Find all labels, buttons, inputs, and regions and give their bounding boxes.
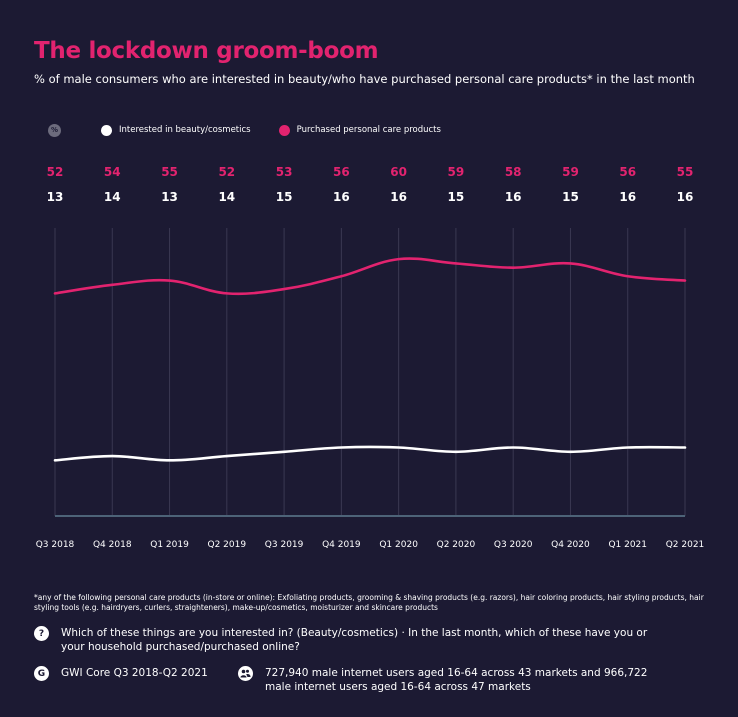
legend-item-interested: Interested in beauty/cosmetics [101,124,251,136]
x-tick-label: Q1 2020 [379,540,418,550]
value-label-purchased: 53 [276,165,293,179]
value-label-interested: 14 [104,190,121,204]
series-line-purchased [53,257,687,296]
source-row: G GWI Core Q3 2018-Q2 2021 [34,666,234,681]
value-label-interested: 16 [619,190,636,204]
question-row: ? Which of these things are you interest… [34,626,674,654]
x-tick-label: Q1 2021 [608,540,647,550]
value-label-interested: 15 [276,190,293,204]
base-row: 727,940 male internet users aged 16-64 a… [238,666,658,694]
value-label-purchased: 60 [390,165,407,179]
x-tick-label: Q3 2019 [265,540,304,550]
value-label-interested: 16 [505,190,522,204]
legend-item-purchased: Purchased personal care products [278,124,441,136]
value-label-purchased: 59 [562,165,579,179]
value-label-purchased: 52 [47,165,64,179]
x-tick-label: Q4 2018 [93,540,132,550]
line-chart: 52 54 55 52 53 56 60 59 58 59 56 55 13 14 13 14 15 16 16 15… [36,165,705,550]
x-tick-label: Q3 2020 [494,540,533,550]
legend-dot-white [101,124,112,136]
value-label-purchased: 52 [218,165,235,179]
value-label-interested: 15 [448,190,465,204]
x-tick-label: Q4 2020 [551,540,590,550]
value-label-interested: 13 [47,190,64,204]
footnote: *any of the following personal care prod… [34,593,704,612]
value-label-purchased: 55 [161,165,178,179]
percent-icon: % [48,123,61,137]
question-text: Which of these things are you interested… [61,627,648,653]
x-tick-label: Q2 2021 [666,540,705,550]
x-tick-label: Q1 2019 [150,540,189,550]
gwi-logo-icon: G [34,666,49,681]
value-label-interested: 14 [218,190,235,204]
value-label-interested: 15 [562,190,579,204]
users-icon [238,666,253,681]
legend-label-purchased: Purchased personal care products [296,125,441,135]
value-label-interested: 16 [390,190,407,204]
value-label-purchased: 56 [619,165,636,179]
x-tick-label: Q4 2019 [322,540,361,550]
value-label-interested: 13 [161,190,178,204]
source-text: GWI Core Q3 2018-Q2 2021 [61,667,208,679]
value-label-purchased: 54 [104,165,121,179]
chart-subtitle: % of male consumers who are interested i… [34,72,695,86]
value-label-interested: 16 [333,190,350,204]
chart-title: The lockdown groom-boom [34,38,379,64]
question-icon: ? [34,626,49,641]
legend: % Interested in beauty/cosmetics Purchas… [48,122,469,138]
x-tick-label: Q2 2020 [437,540,476,550]
series-line-interested [53,445,687,462]
value-label-purchased: 56 [333,165,350,179]
value-label-purchased: 59 [448,165,465,179]
x-tick-label: Q3 2018 [36,540,75,550]
legend-label-interested: Interested in beauty/cosmetics [119,125,251,135]
value-label-purchased: 58 [505,165,522,179]
value-label-purchased: 55 [677,165,694,179]
legend-dot-pink [278,124,290,136]
x-tick-label: Q2 2019 [208,540,247,550]
base-text: 727,940 male internet users aged 16-64 a… [265,667,648,693]
value-label-interested: 16 [677,190,694,204]
